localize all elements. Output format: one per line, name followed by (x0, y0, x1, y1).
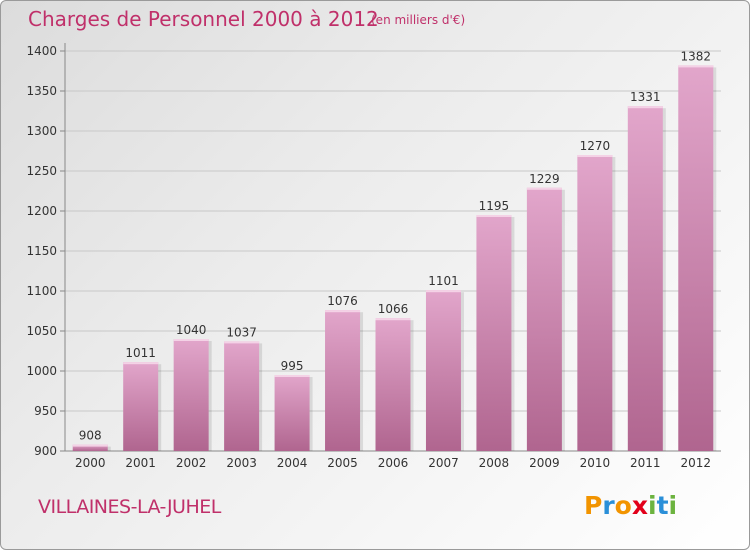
x-tick-label: 2004 (277, 456, 308, 470)
logo-letter: o (614, 491, 632, 520)
commune-name: VILLAINES-LA-JUHEL (38, 496, 221, 518)
y-tick-label: 1050 (26, 324, 57, 338)
bar (274, 375, 310, 451)
data-label: 1101 (428, 274, 459, 288)
x-tick-label: 2012 (680, 456, 711, 470)
logo-letter: i (648, 491, 657, 520)
bar-highlight (123, 362, 159, 365)
y-tick-label: 1100 (26, 284, 57, 298)
data-label: 1011 (125, 346, 156, 360)
x-tick-label: 2006 (378, 456, 409, 470)
logo-letter: P (584, 491, 603, 520)
bar-highlight (274, 375, 310, 377)
bar-highlight (526, 187, 562, 190)
x-tick-label: 2009 (529, 456, 560, 470)
bar-highlight (476, 215, 512, 217)
proxiti-logo[interactable]: Proxiti (584, 491, 677, 520)
y-tick-label: 1000 (26, 364, 57, 378)
data-label: 1270 (580, 139, 611, 153)
bar-highlight (577, 155, 613, 157)
x-tick-label: 2000 (75, 456, 106, 470)
bar (425, 290, 461, 451)
bar (375, 318, 411, 451)
x-tick-label: 2003 (226, 456, 257, 470)
y-tick-label: 1250 (26, 164, 57, 178)
bar-highlight (224, 341, 260, 344)
x-tick-label: 2002 (176, 456, 207, 470)
bar (476, 215, 512, 451)
data-label: 1066 (378, 302, 409, 316)
y-tick-label: 1200 (26, 204, 57, 218)
bar (526, 187, 562, 452)
bar (72, 444, 108, 451)
x-axis: 2000 2001 2002 2003 2004 2005 2006 2007 2008 2009… (75, 456, 711, 470)
data-label: 1229 (529, 172, 560, 186)
data-labels: 908 1011 1040 1037 995 1076 1066 1101 1195 1229 12… (79, 49, 711, 442)
x-tick-label: 2001 (125, 456, 156, 470)
bar-highlight (325, 310, 361, 313)
y-tick-label: 1300 (26, 124, 57, 138)
logo-letter: x (631, 491, 648, 520)
data-label: 995 (281, 359, 304, 373)
data-label: 1040 (176, 323, 207, 337)
bar (577, 155, 613, 451)
data-label: 1382 (680, 49, 711, 63)
data-label: 908 (79, 429, 102, 443)
y-tick-label: 900 (34, 444, 57, 458)
y-tick-label: 1350 (26, 84, 57, 98)
data-label: 1037 (226, 325, 257, 339)
y-tick-label: 1150 (26, 244, 57, 258)
y-tick-label: 1400 (26, 44, 57, 58)
logo-letter: t (656, 491, 669, 520)
x-tick-label: 2005 (327, 456, 358, 470)
y-tick-label: 950 (34, 404, 57, 418)
data-label: 1195 (479, 199, 510, 213)
x-tick-label: 2011 (630, 456, 661, 470)
bar (627, 106, 663, 451)
bar (678, 65, 714, 452)
bar (123, 362, 159, 451)
x-tick-label: 2010 (580, 456, 611, 470)
data-label: 1331 (630, 90, 661, 104)
x-tick-label: 2008 (479, 456, 510, 470)
data-label: 1076 (327, 294, 358, 308)
chart-title: Charges de Personnel 2000 à 2012 (28, 7, 379, 31)
bar-highlight (425, 290, 461, 293)
bar-highlight (173, 339, 209, 341)
bar (173, 339, 209, 451)
chart-subtitle: (en milliers d'€) (371, 13, 466, 27)
logo-letter: i (668, 491, 678, 520)
bar (325, 310, 361, 451)
bar (224, 341, 260, 451)
bar-highlight (72, 444, 108, 447)
bars (72, 65, 717, 452)
logo-letter: r (602, 491, 615, 520)
bar-highlight (678, 65, 714, 68)
bar-highlight (375, 318, 411, 321)
x-tick-label: 2007 (428, 456, 459, 470)
bar-highlight (627, 106, 663, 109)
